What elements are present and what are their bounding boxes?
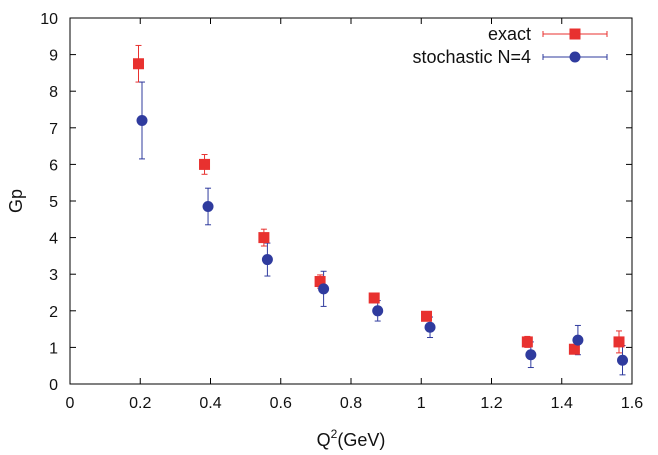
legend-label-exact: exact (488, 24, 531, 44)
x-tick-label: 1.4 (551, 395, 573, 412)
x-tick-label: 0 (66, 395, 75, 412)
x-axis-title-main: Q (317, 430, 331, 450)
legend-swatch-stochastic (542, 51, 608, 63)
plot-frame (69, 17, 633, 385)
y-tick-label: 8 (49, 84, 58, 101)
legend-label-stochastic: stochastic N=4 (412, 47, 531, 67)
legend-marker-stochastic (569, 51, 581, 63)
exact-point (368, 292, 380, 304)
y-tick-label: 0 (49, 377, 58, 394)
stochastic-point (372, 305, 384, 317)
stochastic-point (136, 114, 148, 126)
x-tick-label: 1.2 (480, 395, 502, 412)
exact-point (132, 58, 144, 70)
stochastic-point (617, 354, 629, 366)
exact-point (314, 276, 326, 288)
points-layer (132, 58, 629, 366)
legend-marker-exact (569, 28, 581, 40)
ticks-layer (69, 17, 633, 385)
x-tick-label: 0.8 (340, 395, 362, 412)
tick-labels-layer: 0 1 2 3 4 5 6 7 8 9 10 0 0.2 0.4 0.6 0.8 1 1.2 1.4 1.6 (40, 11, 643, 412)
x-tick-label: 0.2 (129, 395, 151, 412)
x-tick-label: 1 (417, 395, 426, 412)
y-tick-label: 5 (49, 194, 58, 211)
exact-point (613, 336, 625, 348)
exact-point (421, 310, 433, 322)
x-tick-label: 1.6 (621, 395, 643, 412)
x-axis-title-superscript: 2 (331, 427, 338, 441)
x-axis-title-rest: (GeV) (337, 430, 385, 450)
stochastic-point (572, 334, 584, 346)
y-tick-label: 6 (49, 157, 58, 174)
y-tick-label: 10 (40, 11, 58, 28)
x-tick-label: 0.4 (199, 395, 221, 412)
stochastic-point (202, 200, 214, 212)
stochastic-point (424, 321, 436, 333)
y-tick-label: 7 (49, 121, 58, 138)
exact-point (521, 336, 533, 348)
exact-point (258, 232, 270, 244)
legend: exact stochastic N=4 (412, 24, 608, 67)
y-axis-title: Gp (6, 189, 26, 213)
exact-point (568, 343, 580, 355)
y-tick-label: 1 (49, 340, 58, 357)
stochastic-point (261, 254, 273, 266)
stochastic-point (318, 283, 330, 295)
legend-swatch-exact (542, 28, 608, 40)
x-tick-label: 0.6 (270, 395, 292, 412)
y-tick-label: 9 (49, 48, 58, 65)
y-tick-label: 4 (49, 231, 58, 248)
y-tick-label: 2 (49, 304, 58, 321)
x-axis-title: Q2(GeV) (317, 427, 386, 450)
exact-point (199, 158, 211, 170)
y-tick-label: 3 (49, 267, 58, 284)
stochastic-point (525, 349, 537, 361)
